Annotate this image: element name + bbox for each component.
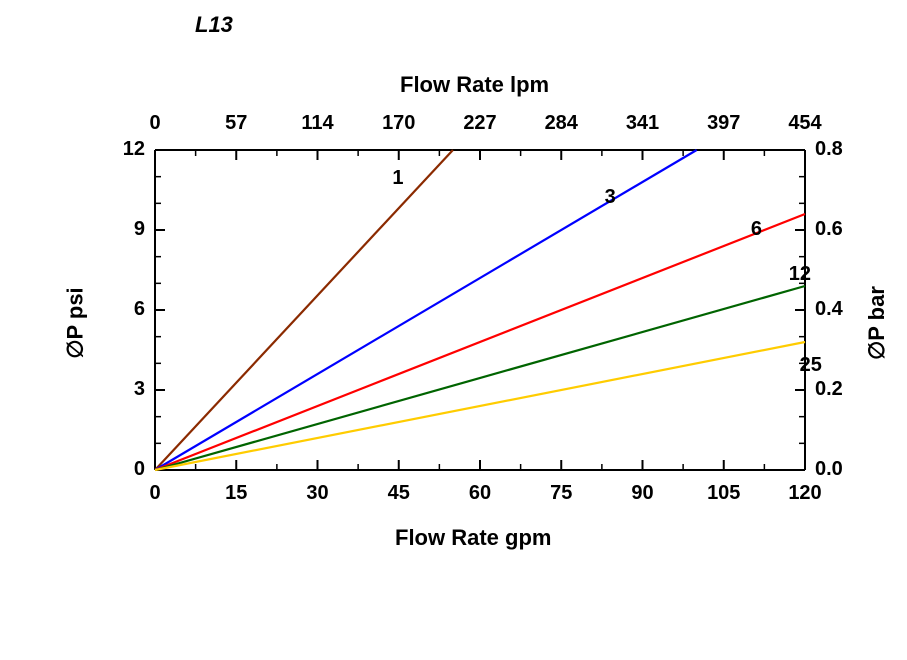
x-top-tick-label: 454 [775,112,835,135]
series-label-6: 6 [751,218,762,241]
x-top-tick-label: 114 [288,112,348,135]
y-left-tick-label: 9 [105,218,145,241]
x-top-tick-label: 0 [125,112,185,135]
x-bottom-tick-label: 45 [374,482,424,505]
y-left-tick-label: 0 [105,458,145,481]
series-line-12 [155,286,805,470]
pressure-flow-chart: L13 Flow Rate lpm Flow Rate gpm ∅P psi ∅… [0,0,907,660]
series-line-25 [155,342,805,470]
x-bottom-tick-label: 0 [130,482,180,505]
y-right-tick-label: 0.0 [815,458,865,481]
x-top-tick-label: 57 [206,112,266,135]
y-right-tick-label: 0.8 [815,138,865,161]
x-bottom-tick-label: 105 [699,482,749,505]
x-top-tick-label: 170 [369,112,429,135]
y-left-tick-label: 6 [105,298,145,321]
x-bottom-tick-label: 75 [536,482,586,505]
series-line-1 [155,150,453,470]
x-bottom-tick-label: 120 [780,482,830,505]
x-bottom-tick-label: 30 [293,482,343,505]
y-right-tick-label: 0.2 [815,378,865,401]
x-top-tick-label: 284 [531,112,591,135]
x-bottom-tick-label: 60 [455,482,505,505]
x-top-tick-label: 397 [694,112,754,135]
y-left-tick-label: 12 [105,138,145,161]
y-right-tick-label: 0.6 [815,218,865,241]
chart-svg [0,0,907,660]
x-top-tick-label: 341 [613,112,673,135]
series-label-1: 1 [392,167,403,190]
y-right-tick-label: 0.4 [815,298,865,321]
series-label-3: 3 [605,186,616,209]
series-label-12: 12 [789,263,811,286]
y-left-tick-label: 3 [105,378,145,401]
x-top-tick-label: 227 [450,112,510,135]
series-label-25: 25 [800,354,822,377]
series-line-6 [155,214,805,470]
x-bottom-tick-label: 90 [618,482,668,505]
x-bottom-tick-label: 15 [211,482,261,505]
